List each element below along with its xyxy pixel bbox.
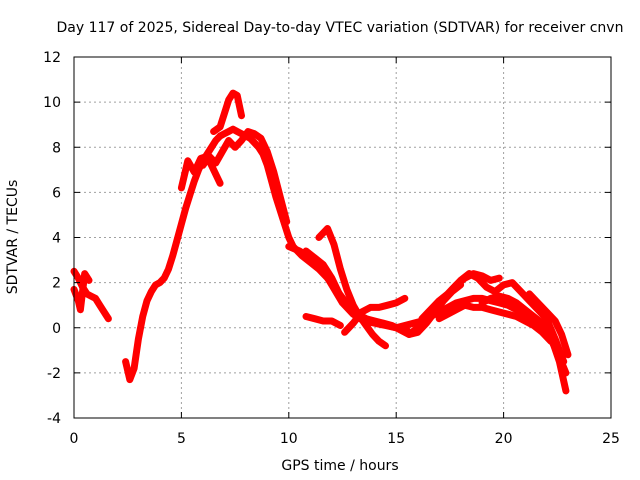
series-track-11	[341, 294, 409, 336]
y-axis-label: SDTVAR / TECUs	[5, 180, 21, 295]
series-track-14	[435, 301, 555, 345]
x-tick-label: 10	[280, 431, 298, 447]
y-tick-label: 10	[43, 95, 61, 111]
data-series	[70, 89, 572, 395]
y-tick-label: -2	[47, 366, 61, 382]
x-tick-label: 0	[70, 431, 79, 447]
y-tick-label: 12	[43, 50, 61, 66]
y-tick-label: 6	[52, 185, 61, 201]
series-track-8	[315, 225, 389, 350]
x-axis-label: GPS time / hours	[281, 458, 398, 474]
x-tick-label: 5	[177, 431, 186, 447]
y-tick-label: 4	[52, 231, 61, 247]
x-tick-label: 15	[387, 431, 405, 447]
x-tick-label: 25	[602, 431, 620, 447]
y-tick-label: 0	[52, 321, 61, 337]
series-track-13	[418, 270, 503, 323]
axis-ticks: 0 5 10 15 20 25 -4 -2 0 2 4 6 8 10 12	[43, 50, 620, 447]
x-tick-label: 20	[495, 431, 513, 447]
chart-title: Day 117 of 2025, Sidereal Day-to-day VTE…	[57, 20, 624, 36]
series-track-16	[525, 290, 572, 359]
series-track-3	[122, 125, 570, 384]
series-track-4	[210, 89, 245, 135]
series-track-1	[70, 267, 112, 323]
series-track-5	[199, 128, 291, 226]
series-track-15	[478, 292, 570, 395]
series-track-2	[70, 270, 93, 314]
series-track-10	[302, 313, 344, 329]
grid	[74, 57, 611, 418]
y-tick-label: 8	[52, 140, 61, 156]
y-tick-label: 2	[52, 276, 61, 292]
series-track-6	[177, 152, 224, 192]
y-tick-label: -4	[47, 411, 61, 427]
